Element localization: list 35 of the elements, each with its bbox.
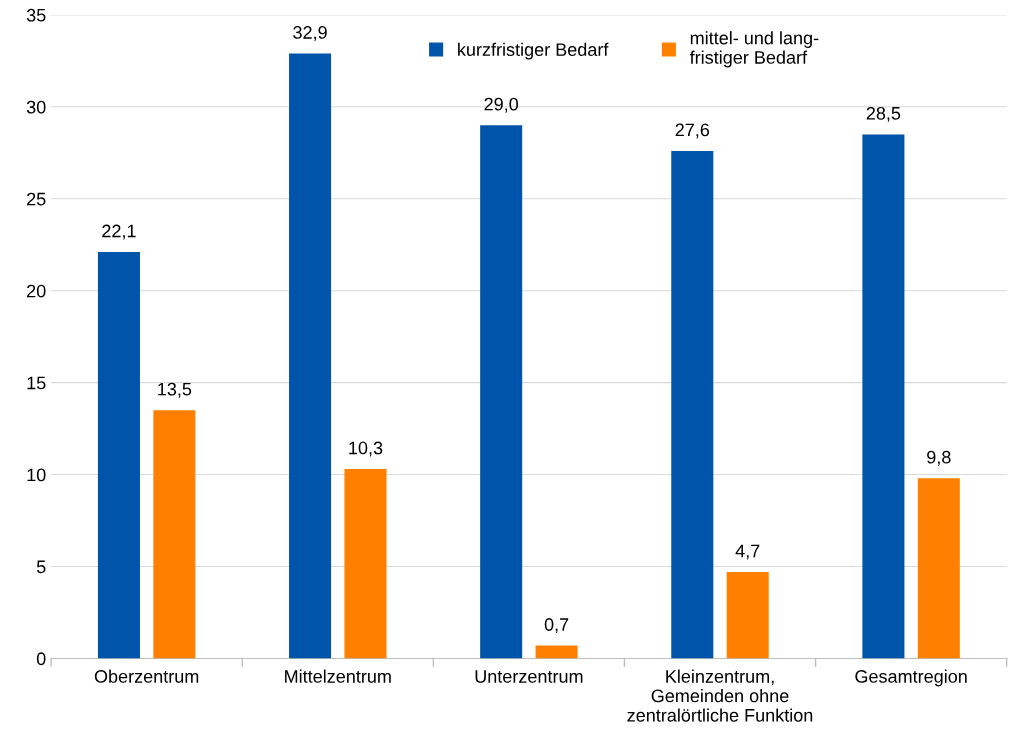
y-tick-label: 5: [36, 560, 46, 574]
x-tick-label: Kleinzentrum, Gemeinden ohne zentralörtliche Funktion: [627, 669, 813, 722]
data-label: 13,5: [158, 382, 192, 398]
bar: [671, 150, 714, 659]
data-label: 0,7: [544, 618, 569, 634]
data-label: 32,9: [293, 26, 327, 41]
y-tick-label: 10: [27, 468, 46, 482]
bar: [153, 410, 196, 659]
data-label: 9,8: [927, 450, 951, 466]
bar: [289, 53, 332, 659]
x-tick-label: Unterzentrum: [475, 670, 583, 683]
y-tick-label: 35: [26, 8, 46, 22]
data-label: 4,7: [735, 544, 760, 560]
legend-label: mittel- und lang- fristiger Bedarf: [689, 31, 819, 68]
y-tick-label: 30: [26, 100, 46, 114]
data-label: 10,3: [349, 441, 383, 457]
bar: [344, 469, 387, 659]
y-tick-label: 0: [36, 652, 46, 666]
y-tick-label: 20: [27, 284, 46, 298]
bar: [862, 134, 905, 659]
data-label: 27,6: [675, 123, 710, 139]
data-label: 22,1: [102, 224, 136, 240]
data-label: 28,5: [866, 106, 901, 122]
bar: [97, 252, 140, 659]
bar: [480, 125, 523, 659]
bar: [535, 645, 578, 659]
x-tick-label: Oberzentrum: [94, 669, 199, 683]
bar: [726, 572, 769, 659]
x-tick-label: Gesamtregion: [855, 669, 967, 687]
y-tick-label: 15: [27, 376, 46, 390]
bar: [917, 478, 960, 659]
data-label: 29,0: [484, 97, 519, 113]
legend-label: kurzfristiger Bedarf: [458, 42, 609, 60]
x-tick-label: Mittelzentrum: [285, 669, 391, 683]
y-tick-label: 25: [27, 192, 46, 206]
